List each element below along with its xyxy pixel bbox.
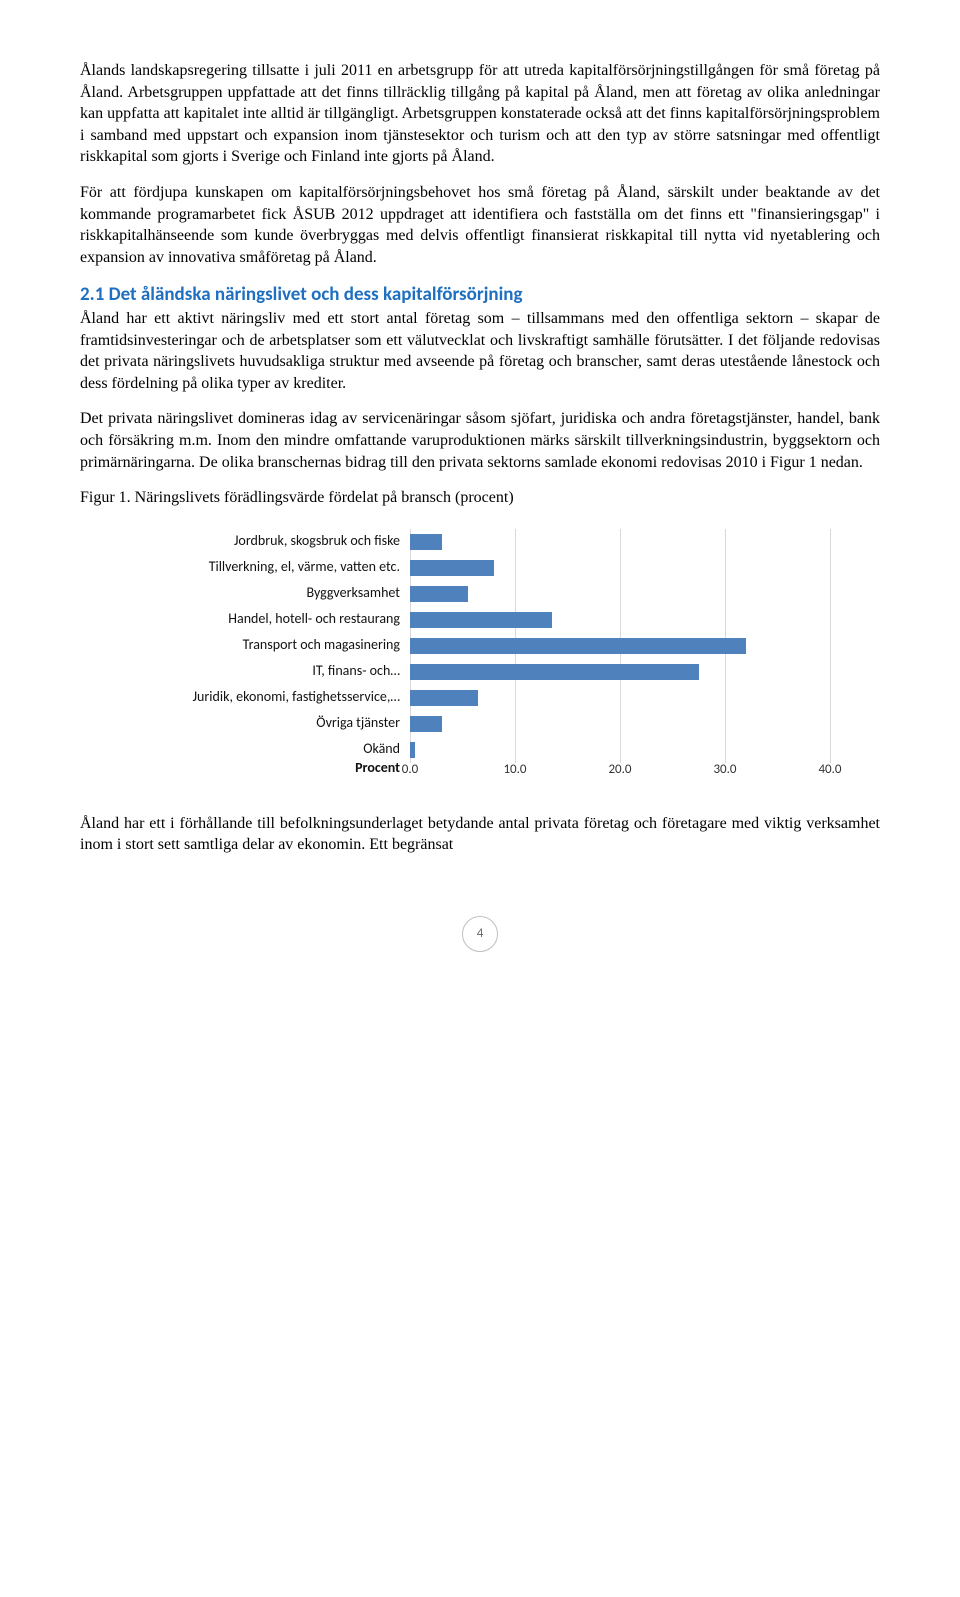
chart-bar [410,612,552,628]
chart-bar [410,742,415,758]
body-paragraph: Åland har ett i förhållande till befolkn… [80,813,880,856]
chart-axis-label: Procent [120,759,410,781]
chart-row: Transport och magasinering [120,633,880,659]
chart-gridline [830,529,831,763]
chart-tick-label: 10.0 [503,761,526,779]
chart-category-label: Transport och magasinering [120,636,410,655]
chart-row: Jordbruk, skogsbruk och fiske [120,529,880,555]
body-paragraph: För att fördjupa kunskapen om kapitalför… [80,182,880,268]
chart-category-label: Juridik, ekonomi, fastighetsservice,… [120,688,410,707]
chart-row: Byggverksamhet [120,581,880,607]
chart-bar [410,534,442,550]
chart-bar [410,638,746,654]
chart-category-label: Handel, hotell- och restaurang [120,610,410,629]
page-number: 4 [462,916,498,952]
chart-category-label: IT, finans- och… [120,662,410,681]
chart-row: Övriga tjänster [120,711,880,737]
body-paragraph: Åland har ett aktivt näringsliv med ett … [80,308,880,394]
chart-category-label: Okänd [120,740,410,759]
chart-row: Tillverkning, el, värme, vatten etc. [120,555,880,581]
chart-tick-label: 20.0 [608,761,631,779]
chart-tick-label: 40.0 [818,761,841,779]
chart-bar [410,560,494,576]
chart-row: IT, finans- och… [120,659,880,685]
bar-chart: Jordbruk, skogsbruk och fiske Tillverknin… [120,529,880,789]
chart-category-label: Jordbruk, skogsbruk och fiske [120,532,410,551]
chart-bar [410,586,468,602]
chart-category-label: Tillverkning, el, värme, vatten etc. [120,558,410,577]
section-heading: 2.1 Det åländska näringslivet och dess k… [80,282,880,308]
chart-category-label: Byggverksamhet [120,584,410,603]
chart-tick-label: 30.0 [713,761,736,779]
chart-bar [410,690,478,706]
chart-row: Juridik, ekonomi, fastighetsservice,… [120,685,880,711]
chart-tick-label: 0.0 [402,761,418,779]
chart-bar [410,716,442,732]
figure-title: Figur 1. Näringslivets förädlingsvärde f… [80,487,880,509]
body-paragraph: Det privata näringslivet domineras idag … [80,408,880,473]
chart-category-label: Övriga tjänster [120,714,410,733]
chart-row: Handel, hotell- och restaurang [120,607,880,633]
body-paragraph: Ålands landskapsregering tillsatte i jul… [80,60,880,168]
chart-bar [410,664,699,680]
